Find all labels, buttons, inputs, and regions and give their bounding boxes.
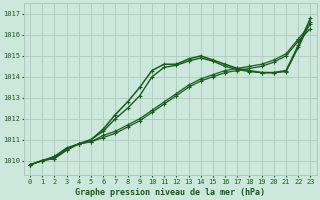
X-axis label: Graphe pression niveau de la mer (hPa): Graphe pression niveau de la mer (hPa) — [75, 188, 265, 197]
